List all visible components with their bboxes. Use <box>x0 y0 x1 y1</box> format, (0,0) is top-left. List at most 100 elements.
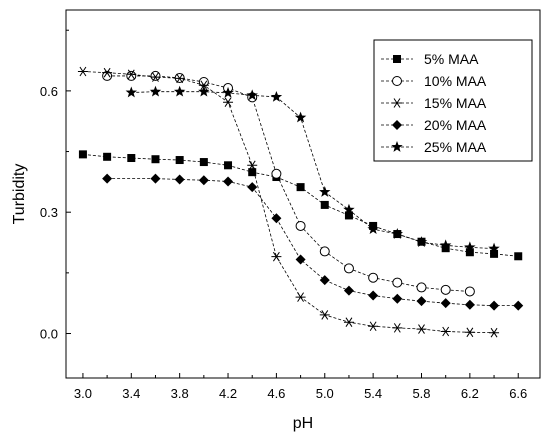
data-point <box>392 98 402 108</box>
data-point <box>174 73 185 84</box>
legend-item: 25% MAA <box>381 139 487 155</box>
data-point <box>513 300 524 311</box>
data-point <box>102 67 113 78</box>
x-tick-label: 4.6 <box>267 386 285 401</box>
legend-label: 5% MAA <box>424 51 479 67</box>
data-point <box>271 168 282 179</box>
legend-item: 5% MAA <box>381 51 479 67</box>
data-point <box>270 90 283 102</box>
y-axis-title: Turbidity <box>11 164 28 225</box>
series-4 <box>102 173 524 311</box>
series-line <box>107 75 470 292</box>
data-point <box>198 175 209 186</box>
data-point <box>126 69 137 80</box>
y-axis: 0.0 0.3 0.6 <box>40 29 71 342</box>
data-point <box>271 213 282 224</box>
data-point <box>416 296 427 307</box>
data-series <box>77 66 524 338</box>
data-point <box>247 182 258 193</box>
x-tick-label: 5.4 <box>364 386 382 401</box>
data-point <box>368 272 379 283</box>
data-point <box>126 70 137 81</box>
series-line <box>82 153 519 257</box>
data-point <box>392 76 402 86</box>
data-point <box>127 154 136 163</box>
data-point <box>271 251 282 262</box>
legend-label: 20% MAA <box>424 117 487 133</box>
data-point <box>416 324 427 334</box>
data-point <box>198 80 209 90</box>
series-line <box>82 71 495 334</box>
data-point <box>490 249 499 258</box>
data-point <box>344 211 353 220</box>
x-tick-label: 3.8 <box>171 386 189 401</box>
data-point <box>489 327 500 338</box>
data-point <box>391 228 404 239</box>
data-point <box>296 183 305 192</box>
data-point <box>343 317 354 327</box>
series-3 <box>77 66 500 338</box>
data-point <box>464 299 475 310</box>
y-tick-label: 0.0 <box>40 327 58 342</box>
legend-label: 10% MAA <box>424 73 487 89</box>
data-point <box>392 277 403 288</box>
data-point <box>319 310 330 320</box>
data-point <box>489 300 500 311</box>
data-point <box>441 244 450 253</box>
y-tick-label: 0.6 <box>40 84 58 99</box>
data-point <box>464 327 475 338</box>
series-2 <box>102 70 475 297</box>
x-axis-title: pH <box>293 415 313 432</box>
series-5 <box>125 85 500 254</box>
data-point <box>368 321 379 332</box>
data-point <box>103 152 112 161</box>
data-point <box>125 86 137 98</box>
x-tick-label: 3.0 <box>74 386 92 401</box>
x-tick-label: 3.4 <box>122 386 140 401</box>
data-point <box>320 200 329 209</box>
x-tick-label: 5.8 <box>412 386 430 401</box>
x-tick-label: 5.0 <box>316 386 334 401</box>
data-point <box>439 239 452 251</box>
data-point <box>150 173 161 184</box>
data-point <box>464 286 475 297</box>
data-point <box>78 150 87 159</box>
data-point <box>465 248 474 257</box>
legend: 5% MAA 10% MAA 15% MAA 20% MAA 25% MAA <box>373 39 533 162</box>
data-point <box>223 176 234 187</box>
data-point <box>514 252 523 261</box>
data-point <box>392 120 402 130</box>
data-point <box>415 236 428 247</box>
data-point <box>488 242 500 254</box>
data-point <box>173 85 186 97</box>
data-point <box>224 161 233 170</box>
data-point <box>440 298 451 309</box>
data-point <box>392 293 403 304</box>
data-point <box>343 203 355 215</box>
data-point <box>150 72 161 82</box>
y-tick-label: 0.3 <box>40 205 58 220</box>
x-tick-label: 6.2 <box>461 386 479 401</box>
data-point <box>368 290 379 301</box>
data-point <box>294 111 307 123</box>
data-point <box>174 174 185 185</box>
series-line <box>107 178 519 307</box>
data-point <box>102 70 113 81</box>
legend-item: 20% MAA <box>381 117 487 133</box>
data-point <box>319 275 330 286</box>
data-point <box>198 85 210 97</box>
legend-item: 15% MAA <box>381 95 487 111</box>
data-point <box>343 263 354 274</box>
data-point <box>102 173 113 184</box>
data-point <box>343 285 354 296</box>
legend-item: 10% MAA <box>381 73 487 89</box>
data-point <box>367 223 379 235</box>
data-point <box>248 168 257 177</box>
data-point <box>199 158 208 167</box>
data-point <box>295 220 306 231</box>
x-axis: 3.0 3.4 3.8 4.2 4.6 5.0 5.4 5.8 6.2 6.6 <box>74 373 527 401</box>
data-point <box>440 284 451 295</box>
data-point <box>440 326 451 337</box>
data-point <box>175 156 184 165</box>
